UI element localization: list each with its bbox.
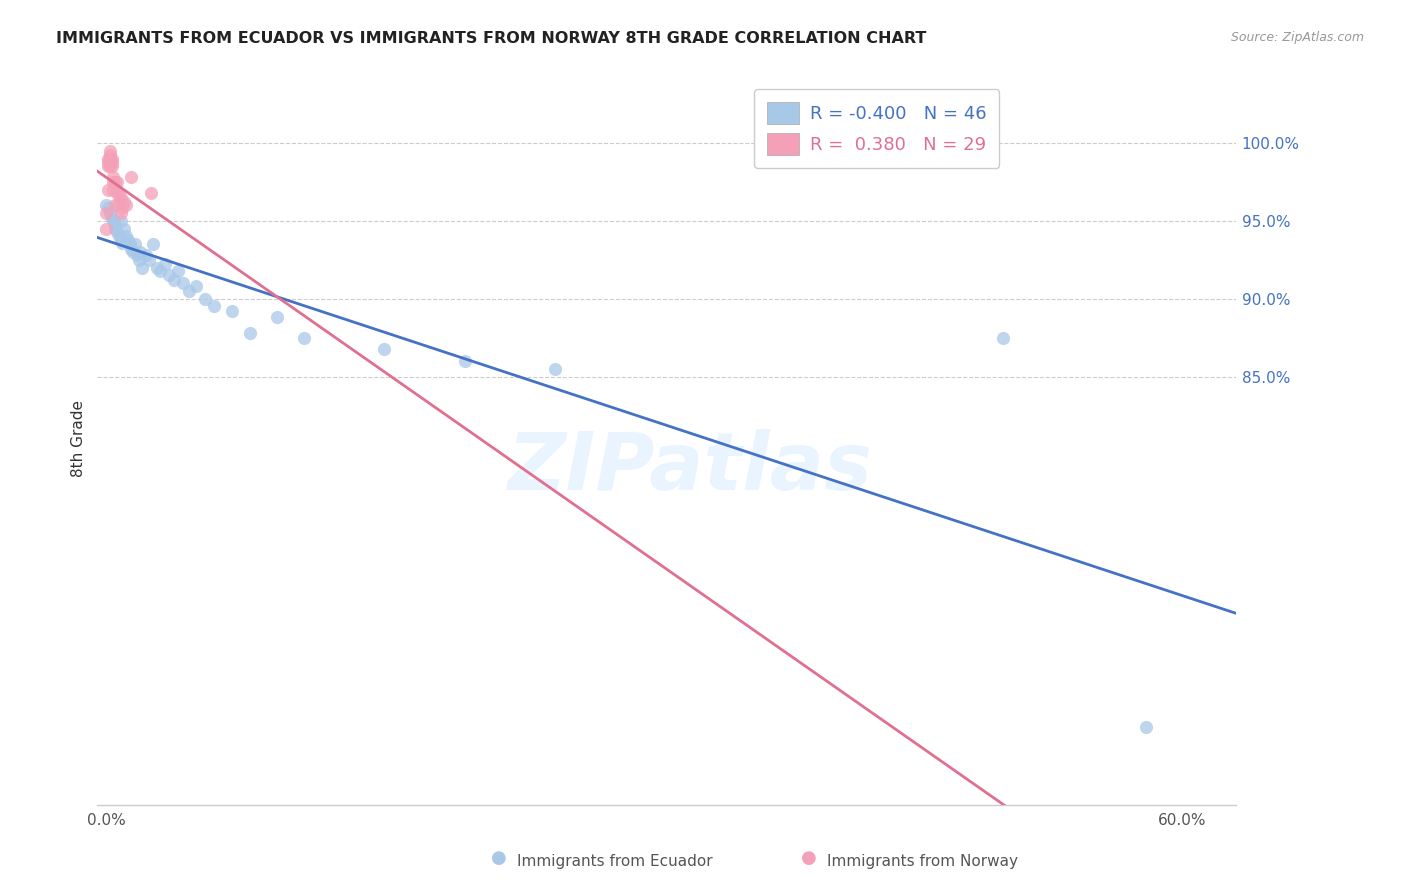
Point	[128, 252, 150, 267]
Text: Source: ZipAtlas.com: Source: ZipAtlas.com	[1230, 31, 1364, 45]
Point	[100, 154, 122, 169]
Point	[120, 242, 142, 256]
Point	[112, 195, 135, 210]
Point	[157, 268, 180, 283]
Point	[129, 245, 152, 260]
Point	[1135, 720, 1157, 734]
Point	[115, 229, 138, 244]
Point	[100, 211, 122, 225]
Point	[163, 273, 186, 287]
Point	[97, 160, 120, 174]
Point	[108, 186, 131, 200]
Point	[172, 276, 194, 290]
Point	[105, 225, 128, 239]
Point	[110, 233, 132, 247]
Point	[97, 183, 120, 197]
Point	[97, 202, 120, 216]
Point	[104, 217, 127, 231]
Point	[373, 342, 395, 356]
Point	[104, 221, 127, 235]
Point	[98, 152, 121, 166]
Text: IMMIGRANTS FROM ECUADOR VS IMMIGRANTS FROM NORWAY 8TH GRADE CORRELATION CHART: IMMIGRANTS FROM ECUADOR VS IMMIGRANTS FR…	[56, 31, 927, 46]
Point	[141, 186, 163, 200]
Point	[105, 186, 128, 200]
Point	[98, 144, 121, 158]
Point	[115, 198, 138, 212]
Point	[124, 237, 146, 252]
Point	[96, 198, 118, 212]
Point	[103, 183, 125, 197]
Point	[454, 354, 477, 368]
Text: ZIPatlas: ZIPatlas	[508, 429, 872, 507]
Text: Immigrants from Ecuador: Immigrants from Ecuador	[517, 854, 713, 869]
Point	[98, 206, 121, 220]
Point	[991, 330, 1014, 344]
Point	[118, 237, 141, 252]
Point	[177, 284, 200, 298]
Point	[155, 257, 177, 271]
Point	[97, 152, 120, 166]
Point	[100, 152, 122, 166]
Point	[105, 175, 128, 189]
Point	[543, 361, 565, 376]
Point	[104, 175, 127, 189]
Point	[108, 195, 131, 210]
Point	[98, 160, 121, 174]
Point	[122, 245, 145, 260]
Point	[135, 248, 157, 262]
Point	[120, 170, 142, 185]
Point	[138, 252, 160, 267]
Point	[167, 263, 190, 277]
Point	[100, 160, 122, 174]
Point	[96, 206, 118, 220]
Point	[202, 300, 225, 314]
Point	[97, 154, 120, 169]
Point	[103, 170, 125, 185]
Point	[110, 206, 132, 220]
Point	[125, 248, 148, 262]
Point	[110, 214, 132, 228]
Point	[221, 304, 243, 318]
Point	[266, 310, 288, 325]
Point	[110, 190, 132, 204]
Point	[292, 330, 315, 344]
Point	[103, 214, 125, 228]
Point	[117, 233, 139, 247]
Legend: R = -0.400   N = 46, R =  0.380   N = 29: R = -0.400 N = 46, R = 0.380 N = 29	[754, 89, 1000, 168]
Point	[108, 229, 131, 244]
Point	[111, 202, 134, 216]
Point	[131, 260, 153, 275]
Point	[103, 175, 125, 189]
Point	[184, 279, 207, 293]
Text: ●: ●	[800, 849, 817, 867]
Point	[145, 260, 167, 275]
Point	[239, 326, 262, 340]
Point	[104, 198, 127, 212]
Text: Immigrants from Norway: Immigrants from Norway	[827, 854, 1018, 869]
Point	[194, 292, 217, 306]
Point	[111, 235, 134, 250]
Point	[149, 263, 172, 277]
Point	[98, 148, 121, 162]
Text: ●: ●	[491, 849, 508, 867]
Point	[96, 221, 118, 235]
Y-axis label: 8th Grade: 8th Grade	[72, 401, 86, 477]
Point	[112, 221, 135, 235]
Point	[142, 237, 165, 252]
